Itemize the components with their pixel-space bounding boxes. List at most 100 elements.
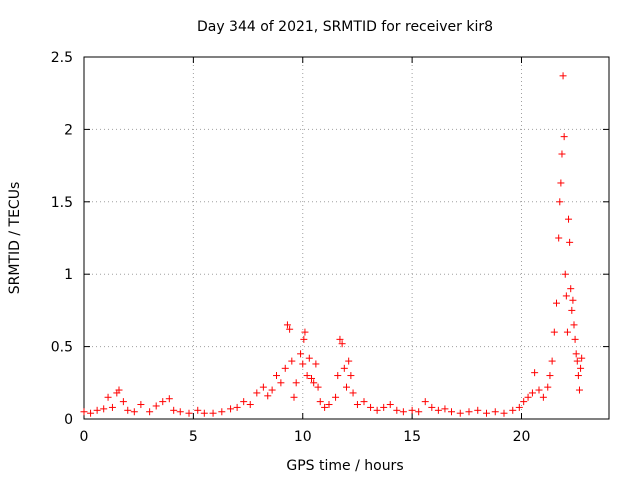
data-point	[332, 393, 340, 401]
data-point	[108, 403, 116, 411]
data-point	[100, 405, 108, 413]
data-point	[218, 408, 226, 416]
data-point	[277, 379, 285, 387]
data-point	[176, 408, 184, 416]
data-point	[509, 406, 517, 414]
data-point	[571, 335, 579, 343]
data-point	[345, 357, 353, 365]
y-tick-label: 0	[64, 412, 73, 428]
data-point	[246, 401, 254, 409]
x-tick-label: 0	[80, 429, 89, 445]
chart-title: Day 344 of 2021, SRMTID for receiver kir…	[197, 19, 493, 35]
data-point	[340, 364, 348, 372]
data-point	[562, 292, 570, 300]
data-point	[292, 379, 300, 387]
data-point	[393, 406, 401, 414]
data-point	[325, 401, 333, 409]
x-tick-label: 15	[403, 429, 421, 445]
data-point	[268, 386, 276, 394]
data-point	[137, 401, 145, 409]
data-point	[367, 403, 375, 411]
data-point	[93, 406, 101, 414]
y-tick-label: 1.5	[51, 195, 73, 211]
data-point	[448, 408, 455, 416]
data-point	[565, 215, 573, 223]
data-point	[546, 372, 554, 380]
data-point	[441, 405, 449, 413]
data-point	[321, 403, 329, 411]
x-tick-label: 10	[294, 429, 312, 445]
data-point	[152, 402, 160, 410]
data-point	[550, 328, 558, 336]
data-point	[563, 328, 571, 336]
data-point	[491, 408, 499, 416]
data-point	[465, 408, 473, 416]
data-point	[456, 409, 464, 417]
data-point	[560, 133, 568, 141]
data-point	[209, 409, 217, 417]
data-point	[336, 335, 344, 343]
data-point	[338, 340, 346, 348]
data-point	[353, 401, 361, 409]
data-point	[349, 389, 357, 397]
data-point	[286, 325, 294, 333]
data-point	[170, 406, 178, 414]
data-point	[568, 306, 576, 314]
data-point	[343, 383, 350, 391]
data-point	[240, 398, 248, 406]
data-point	[399, 408, 407, 416]
data-point	[124, 406, 132, 414]
data-point	[570, 321, 578, 329]
data-point	[386, 401, 394, 409]
data-point	[347, 372, 355, 380]
data-point	[87, 409, 95, 417]
data-point	[569, 296, 577, 304]
data-point	[415, 408, 423, 416]
data-point	[316, 398, 324, 406]
data-point	[474, 406, 482, 414]
data-point	[273, 372, 280, 380]
data-point	[159, 398, 167, 406]
data-point	[300, 335, 308, 343]
data-point	[421, 398, 429, 406]
data-point	[578, 354, 586, 362]
y-tick-label: 2	[64, 122, 73, 138]
data-point	[535, 386, 543, 394]
data-point	[288, 357, 296, 365]
y-tick-label: 2.5	[51, 50, 73, 66]
data-point	[559, 72, 567, 80]
data-point	[555, 234, 563, 242]
data-point	[264, 392, 272, 400]
data-point	[301, 328, 309, 336]
data-point	[574, 372, 582, 380]
data-point	[314, 383, 322, 391]
data-points	[80, 72, 586, 417]
y-tick-label: 1	[64, 267, 73, 283]
data-point	[303, 372, 311, 380]
data-point	[312, 360, 320, 368]
data-point	[566, 238, 574, 246]
data-point	[308, 374, 315, 382]
data-point	[334, 372, 342, 380]
grid	[84, 57, 609, 419]
data-point	[558, 150, 566, 158]
data-point	[556, 198, 564, 206]
data-point	[310, 379, 318, 387]
data-point	[531, 369, 539, 377]
x-axis-label: GPS time / hours	[286, 458, 403, 474]
data-point	[528, 389, 536, 397]
data-point	[281, 364, 289, 372]
data-point	[360, 398, 368, 406]
data-point	[577, 364, 585, 372]
data-point	[299, 360, 307, 368]
data-point	[253, 389, 261, 397]
data-point	[283, 321, 291, 329]
data-point	[500, 409, 508, 417]
data-point	[524, 393, 532, 401]
data-point	[572, 350, 580, 358]
data-point	[557, 179, 565, 187]
axes: 0 5 10 15 20 0 0.5 1 1.5 2 2.5	[51, 50, 609, 445]
data-point	[408, 406, 416, 414]
data-point	[483, 409, 490, 417]
